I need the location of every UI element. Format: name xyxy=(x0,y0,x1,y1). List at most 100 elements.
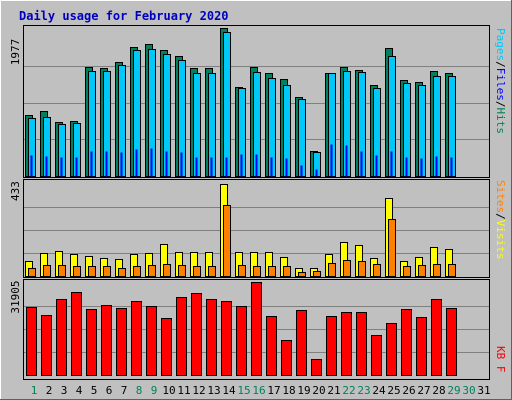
bar-sites-day-18 xyxy=(283,266,291,277)
bar-kb-f-day-7 xyxy=(116,308,127,376)
bar-kb-f-day-6 xyxy=(101,305,112,376)
bar-sites-day-25 xyxy=(388,219,396,277)
bar-pages-day-11 xyxy=(180,152,183,177)
bar-sites-day-24 xyxy=(373,264,381,277)
bar-pages-day-7 xyxy=(120,152,123,177)
bar-kb-f-day-1 xyxy=(26,307,37,376)
x-tick-label: 28 xyxy=(432,384,445,397)
visits-ymax-label: 433 xyxy=(9,181,22,201)
bar-kb-f-day-13 xyxy=(206,299,217,376)
visits-panel-legend: Sites/Visits xyxy=(494,180,507,260)
bar-sites-day-10 xyxy=(163,264,171,277)
bar-pages-day-28 xyxy=(435,156,438,177)
bar-kb-f-day-15 xyxy=(236,306,247,376)
bar-sites-day-16 xyxy=(253,266,261,277)
bar-sites-day-14 xyxy=(223,205,231,277)
legend-pages: Pages xyxy=(494,28,507,61)
bar-pages-day-23 xyxy=(360,151,363,177)
bar-kb-f-day-14 xyxy=(221,301,232,376)
bar-kb-f-day-10 xyxy=(161,318,172,376)
bar-sites-day-7 xyxy=(118,268,126,277)
x-tick-label: 9 xyxy=(151,384,158,397)
bar-kb-f-day-22 xyxy=(341,312,352,376)
bar-pages-day-10 xyxy=(165,151,168,177)
x-tick-label: 10 xyxy=(162,384,175,397)
bar-pages-day-24 xyxy=(375,155,378,177)
x-tick-label: 17 xyxy=(267,384,280,397)
legend-sep: / xyxy=(494,101,507,108)
x-tick-label: 3 xyxy=(61,384,68,397)
panel-kbytes-frame xyxy=(23,279,490,380)
bar-pages-day-15 xyxy=(240,154,243,177)
bar-sites-day-11 xyxy=(178,265,186,277)
x-tick-label: 19 xyxy=(297,384,310,397)
panel-hits-frame xyxy=(23,25,490,178)
bar-sites-day-5 xyxy=(88,266,96,277)
kbytes-ymax-label: 31905 xyxy=(9,280,22,313)
bar-sites-day-23 xyxy=(358,261,366,277)
x-tick-label: 29 xyxy=(447,384,460,397)
bar-sites-day-6 xyxy=(103,266,111,277)
x-axis-labels: 1 2 3 4 5 6 7 8 9 10 11 12 13 14 15 16 17 18 19 20 21 22 23 24 2… xyxy=(31,384,491,397)
bar-sites-day-9 xyxy=(148,265,156,277)
x-tick-label: 21 xyxy=(327,384,340,397)
bar-kb-f-day-4 xyxy=(71,292,82,376)
x-tick-label: 6 xyxy=(106,384,113,397)
bar-pages-day-29 xyxy=(450,157,453,177)
bar-kb-f-day-18 xyxy=(281,340,292,376)
bar-pages-day-9 xyxy=(150,148,153,177)
bar-sites-day-27 xyxy=(418,265,426,277)
bar-pages-day-19 xyxy=(300,165,303,177)
bar-sites-day-15 xyxy=(238,265,246,277)
bar-sites-day-2 xyxy=(43,265,51,277)
bar-sites-day-26 xyxy=(403,266,411,277)
bar-pages-day-18 xyxy=(285,158,288,177)
bar-kb-f-day-27 xyxy=(416,317,427,376)
legend-visits: Visits xyxy=(494,220,507,260)
bar-kb-f-day-16 xyxy=(251,282,262,376)
panel-visits-frame xyxy=(23,179,490,278)
bar-kb-f-day-17 xyxy=(266,316,277,376)
bar-sites-day-12 xyxy=(193,266,201,277)
bar-pages-day-2 xyxy=(45,156,48,177)
bar-pages-day-4 xyxy=(75,157,78,177)
bar-pages-day-16 xyxy=(255,154,258,177)
chart-title: Daily usage for February 2020 xyxy=(19,9,229,23)
bar-kb-f-day-11 xyxy=(176,297,187,376)
bar-pages-day-26 xyxy=(405,157,408,177)
bar-kb-f-day-26 xyxy=(401,309,412,376)
bar-pages-day-27 xyxy=(420,158,423,177)
x-tick-label: 1 xyxy=(31,384,38,397)
x-tick-label: 5 xyxy=(91,384,98,397)
bar-kb-f-day-25 xyxy=(386,323,397,376)
bar-sites-day-29 xyxy=(448,264,456,277)
bar-kb-f-day-24 xyxy=(371,335,382,376)
x-tick-label: 7 xyxy=(121,384,128,397)
x-tick-label: 20 xyxy=(312,384,325,397)
bar-kb-f-day-5 xyxy=(86,309,97,376)
x-tick-label: 16 xyxy=(252,384,265,397)
x-tick-label: 2 xyxy=(46,384,53,397)
bar-kb-f-day-20 xyxy=(311,359,322,376)
x-tick-label: 14 xyxy=(222,384,236,397)
bar-kb-f-day-28 xyxy=(431,299,442,376)
bar-sites-day-4 xyxy=(73,266,81,277)
bar-pages-day-1 xyxy=(30,155,33,177)
legend-sep: / xyxy=(494,61,507,68)
bar-kb-f-day-2 xyxy=(41,315,52,376)
bar-kb-f-day-3 xyxy=(56,299,67,376)
bar-sites-day-8 xyxy=(133,266,141,277)
bar-pages-day-5 xyxy=(90,151,93,177)
bar-sites-day-13 xyxy=(208,266,216,277)
x-tick-label: 23 xyxy=(357,384,370,397)
bar-sites-day-20 xyxy=(313,271,321,277)
bar-pages-day-6 xyxy=(105,151,108,177)
bar-kb-f-day-9 xyxy=(146,306,157,376)
x-tick-label: 11 xyxy=(177,384,190,397)
bar-sites-day-1 xyxy=(28,268,36,277)
bar-pages-day-20 xyxy=(315,169,318,177)
x-tick-label: 25 xyxy=(387,384,400,397)
bar-sites-day-21 xyxy=(328,263,336,277)
legend-hits: Hits xyxy=(494,108,507,135)
